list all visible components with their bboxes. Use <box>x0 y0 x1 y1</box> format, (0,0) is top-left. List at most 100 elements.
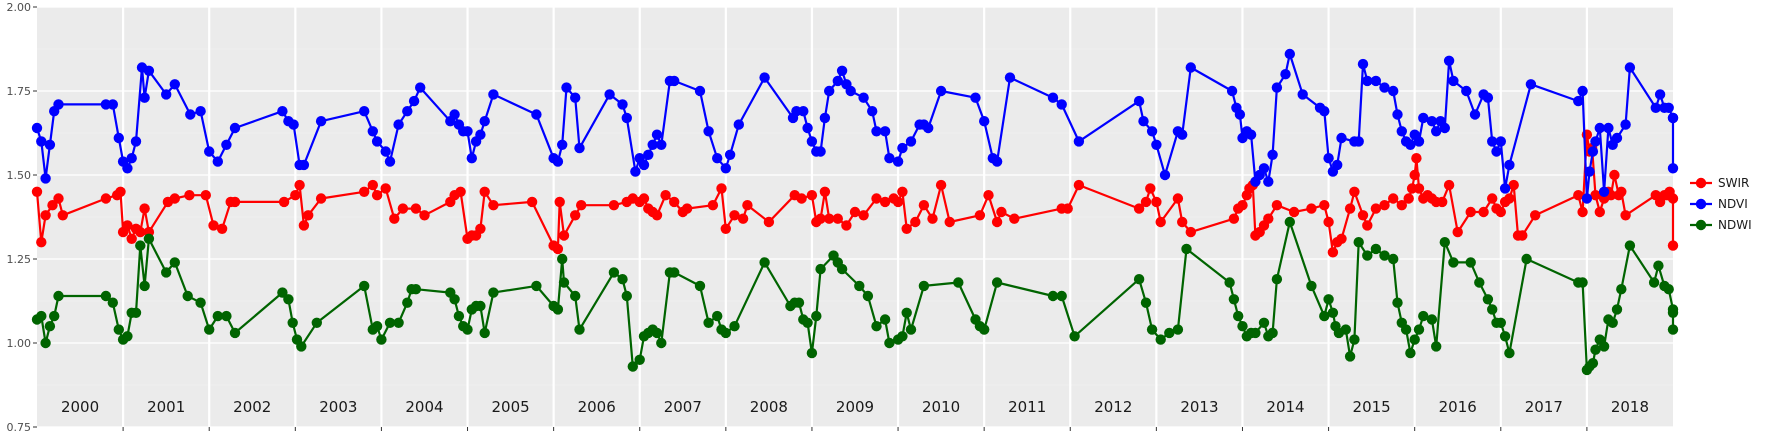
data-point <box>1344 351 1356 362</box>
data-point <box>1062 203 1073 214</box>
data-point <box>1362 220 1373 231</box>
data-point <box>1587 358 1599 369</box>
data-point <box>1047 290 1059 302</box>
data-point <box>122 163 133 174</box>
data-point <box>884 153 895 164</box>
data-point <box>1073 136 1085 147</box>
data-point <box>1508 179 1519 191</box>
data-point <box>315 193 327 204</box>
data-point <box>204 146 215 157</box>
data-point <box>1590 190 1601 201</box>
data-point <box>1405 139 1416 150</box>
data-point <box>204 324 215 335</box>
data-point <box>729 210 740 221</box>
data-point <box>1234 109 1246 120</box>
data-point <box>1598 341 1610 352</box>
data-point <box>798 106 809 117</box>
data-point <box>608 267 620 278</box>
data-point <box>991 156 1003 167</box>
data-point <box>815 263 826 275</box>
data-point <box>1409 334 1420 345</box>
data-point <box>1611 132 1623 144</box>
data-point <box>918 200 930 211</box>
data-point <box>970 92 981 103</box>
data-point <box>552 304 564 315</box>
data-point <box>212 310 223 322</box>
data-point <box>1323 153 1334 164</box>
data-point <box>1332 159 1343 171</box>
data-point <box>139 280 150 292</box>
data-point <box>712 153 723 164</box>
legend-label: NDWI <box>1718 218 1752 232</box>
data-point <box>1609 169 1620 181</box>
data-point <box>1426 116 1438 127</box>
data-point <box>1181 243 1192 255</box>
data-point <box>415 82 426 93</box>
data-point <box>1140 297 1152 308</box>
data-point <box>1653 260 1664 271</box>
y-axis: 0.75 1.00 1.25 1.50 1.75 2.00 <box>7 1 37 434</box>
data-point <box>40 173 51 184</box>
data-point <box>1667 163 1679 174</box>
y-tick-label: 0.75 <box>7 421 32 434</box>
data-point <box>1577 85 1588 97</box>
data-point <box>627 361 638 372</box>
data-point <box>475 300 486 312</box>
data-point <box>288 119 299 130</box>
data-point <box>229 327 241 339</box>
data-point <box>216 223 228 234</box>
legend-label: NDVI <box>1718 197 1748 211</box>
data-point <box>1465 257 1476 268</box>
data-point <box>871 193 882 204</box>
data-point <box>287 317 298 328</box>
data-point <box>1155 334 1166 345</box>
series-layer <box>31 48 1679 376</box>
panel-year-label: 2018 <box>1611 398 1649 416</box>
data-point <box>1146 126 1158 137</box>
data-point <box>991 216 1003 228</box>
data-point <box>557 253 568 265</box>
data-point <box>634 354 645 365</box>
data-point <box>1573 190 1584 201</box>
data-point <box>371 136 383 147</box>
data-point <box>1319 200 1330 211</box>
data-point <box>359 106 370 117</box>
data-point <box>1388 193 1399 204</box>
data-point <box>1426 314 1438 325</box>
data-point <box>558 277 570 288</box>
data-point <box>1443 179 1455 191</box>
data-point <box>703 126 714 137</box>
data-point <box>1267 149 1278 160</box>
data-point <box>169 257 180 268</box>
data-point <box>1667 324 1679 335</box>
data-point <box>1379 200 1390 211</box>
data-point <box>169 79 180 90</box>
data-point <box>229 122 241 134</box>
data-point <box>1448 75 1459 87</box>
data-point <box>1469 109 1481 120</box>
data-point <box>910 216 921 228</box>
data-point <box>1448 257 1459 268</box>
data-point <box>143 65 155 77</box>
data-point <box>1237 200 1248 211</box>
data-point <box>669 267 680 278</box>
data-point <box>1327 307 1339 318</box>
data-point <box>1349 334 1360 345</box>
data-point <box>1403 193 1414 204</box>
data-point <box>479 116 490 127</box>
data-point <box>905 324 917 335</box>
data-point <box>277 287 288 298</box>
data-point <box>53 290 64 302</box>
data-point <box>1306 203 1317 214</box>
data-point <box>806 136 818 147</box>
data-point <box>161 89 172 100</box>
y-tick-label: 1.75 <box>7 85 32 98</box>
data-point <box>1388 253 1399 265</box>
data-point <box>1452 226 1463 238</box>
data-point <box>113 324 125 335</box>
data-point <box>694 85 706 97</box>
data-point <box>759 72 770 83</box>
data-point <box>1573 95 1584 107</box>
data-point <box>1611 304 1623 315</box>
data-point <box>1336 132 1347 144</box>
